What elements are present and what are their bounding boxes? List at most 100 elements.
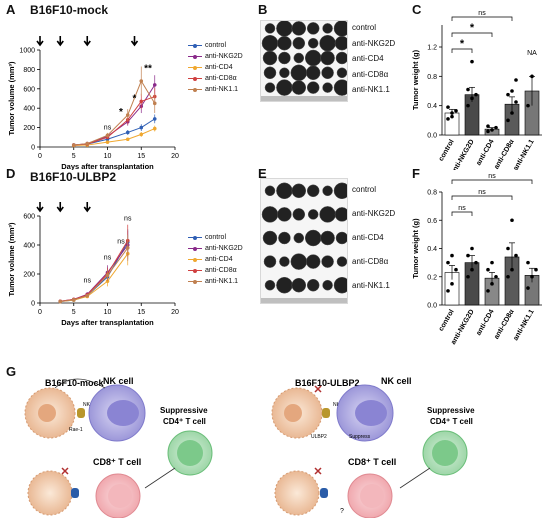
data-point: [152, 117, 157, 121]
tumor-sample: [291, 80, 307, 95]
data-point: [446, 260, 450, 265]
series-line: [60, 240, 129, 302]
tumor-sample: [320, 230, 335, 246]
tumor-sample: [293, 52, 305, 64]
data-point: [139, 99, 144, 104]
legend-label: anti-CD4: [205, 256, 233, 263]
data-point: [470, 96, 474, 101]
data-point: [152, 101, 157, 106]
legend-swatch: [188, 278, 202, 286]
tumor-sample: [333, 20, 351, 37]
tumor-sample: [334, 35, 350, 51]
data-point: [486, 124, 490, 128]
tumor-sample: [279, 67, 290, 79]
data-point: [85, 141, 90, 146]
tumor-sample: [264, 23, 276, 34]
panel-g-letter: G: [6, 364, 17, 379]
suppressive-t-label-2: CD4⁺ T cell: [430, 417, 473, 426]
legend-label: anti-NKG2D: [205, 53, 243, 60]
tumor-sample: [336, 256, 348, 267]
y-tick-label: 200: [23, 125, 35, 132]
series-line: [60, 247, 129, 303]
x-tick-label: 20: [171, 309, 179, 316]
x-tick-label: 5: [72, 309, 76, 316]
y-axis-label: Tumor volume (mm³): [7, 222, 16, 297]
data-point: [514, 253, 518, 258]
treatment-arrow: [36, 36, 44, 47]
tumor-sample: [320, 50, 335, 66]
y-tick-label: 0.4: [427, 103, 437, 110]
y-tick-label: 1.2: [427, 45, 437, 52]
data-point: [446, 289, 450, 293]
photo-label: anti-CD4: [352, 54, 384, 63]
legend-entry: anti-NK1.1: [188, 276, 243, 287]
significance-bracket: [451, 16, 513, 21]
tumor-sample: [278, 51, 291, 65]
photo-label: anti-NKG2D: [352, 209, 396, 218]
significance-bracket: [451, 32, 493, 37]
data-point: [526, 103, 530, 108]
cd8-t-label: CD8⁺ T cell: [348, 457, 396, 467]
data-point: [470, 59, 474, 64]
data-point: [466, 274, 470, 279]
y-tick-label: 0.8: [427, 74, 437, 81]
data-point: [454, 267, 458, 272]
significance-label: ns: [104, 125, 112, 132]
tumor-sample: [276, 182, 293, 200]
y-tick-label: 800: [23, 67, 35, 74]
inhibit-line: [144, 467, 176, 489]
y-tick-label: 0: [31, 145, 35, 152]
y-axis-label: Tumor weight (g): [412, 49, 420, 110]
data-point: [486, 267, 490, 272]
tumor-sample: [321, 66, 334, 80]
tumor-sample: [322, 279, 333, 291]
panel-b-letter: B: [258, 2, 268, 17]
category-label: anti-NK1.1: [512, 308, 535, 342]
data-point: [510, 267, 514, 272]
data-point: [466, 87, 470, 92]
legend-swatch: [188, 64, 202, 72]
data-point: [474, 92, 478, 97]
data-point: [486, 129, 490, 134]
tumor-sample: [306, 81, 320, 94]
tumor-sample: [263, 255, 277, 268]
significance-label: ns: [488, 173, 496, 180]
tumor-photo-mock: [260, 20, 351, 102]
tumor-sample: [321, 255, 334, 268]
data-point: [85, 293, 90, 298]
cd8-t-nucleus: [360, 484, 384, 508]
y-tick-label: 0.0: [427, 303, 437, 310]
tumor-sample: [292, 36, 306, 50]
data-point: [494, 274, 498, 279]
tumor-sample: [304, 49, 322, 67]
suppressive-t-nucleus: [177, 440, 203, 466]
category-label: anti-CD4: [475, 308, 496, 337]
legend-label: anti-CD8α: [205, 75, 237, 82]
tumor-sample: [335, 51, 349, 65]
data-point: [534, 267, 538, 272]
tumor-sample: [276, 276, 293, 294]
data-point: [152, 126, 157, 131]
data-point: [510, 218, 514, 223]
data-point: [58, 299, 63, 304]
significance-label: ns: [84, 278, 92, 285]
category-label: anti-NK1.1: [512, 138, 535, 170]
tumor-sample: [335, 231, 349, 245]
panel-a-chart: 0 200 400 600 800 1000 0 5 10 15 20 Days after tran…: [7, 36, 179, 170]
tumor-sample: [277, 35, 292, 51]
data-point: [105, 273, 110, 278]
category-label: anti-CD8α: [493, 308, 516, 341]
legend-swatch: [188, 86, 202, 94]
legend-label: control: [205, 234, 227, 241]
photo-label: anti-CD8α: [352, 69, 389, 79]
tumor-sample: [264, 279, 276, 291]
data-point: [470, 246, 474, 251]
series-line: [60, 244, 129, 302]
ruler: [261, 298, 347, 303]
significance-label: ns: [478, 189, 486, 196]
tumor-sample: [264, 82, 276, 93]
legend-entry: anti-CD8α: [188, 265, 243, 276]
data-point: [470, 267, 474, 272]
data-point: [446, 105, 450, 109]
legend-swatch: [188, 256, 202, 264]
